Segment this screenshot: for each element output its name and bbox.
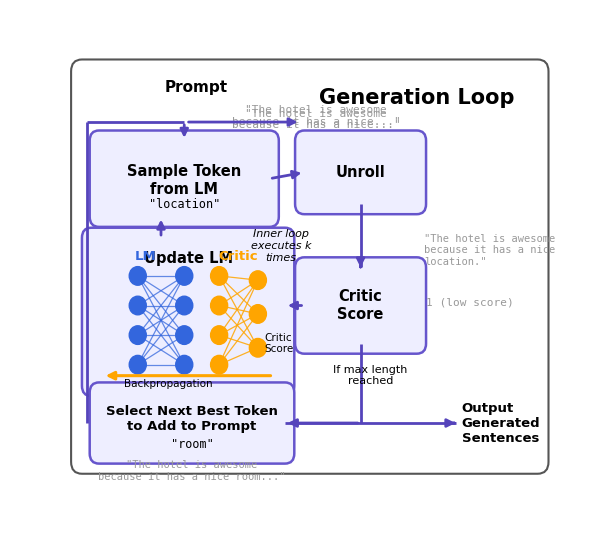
Circle shape [211,356,228,374]
Text: "The hotel is awesome
because it has a nice...": "The hotel is awesome because it has a n… [231,105,401,127]
Text: 1 (low score): 1 (low score) [426,298,514,308]
Text: "room": "room" [171,438,213,451]
Circle shape [176,326,193,344]
Text: "The hotel is awesome
because it has a nice room...": "The hotel is awesome because it has a n… [98,460,286,482]
Text: Critic
Score: Critic Score [264,332,293,355]
Text: "The hotel is awesome
because it has a nice...": "The hotel is awesome because it has a n… [231,109,401,130]
FancyBboxPatch shape [90,131,279,227]
Text: Output
Generated
Sentences: Output Generated Sentences [462,401,541,444]
Text: Inner loop
executes k
times: Inner loop executes k times [251,229,311,263]
Text: If max length
reached: If max length reached [333,365,407,386]
Text: "location": "location" [148,198,220,211]
FancyBboxPatch shape [71,60,548,474]
Circle shape [211,326,228,344]
Circle shape [129,326,146,344]
Circle shape [249,338,267,357]
Text: "The hotel is awesome
because it has a nice
location.": "The hotel is awesome because it has a n… [424,233,556,267]
Text: Sample Token
from LM: Sample Token from LM [127,164,241,197]
Text: LM: LM [135,250,156,263]
Text: Prompt: Prompt [164,80,227,95]
Circle shape [176,356,193,374]
Circle shape [211,296,228,315]
Text: Generation Loop: Generation Loop [319,88,514,108]
FancyBboxPatch shape [90,383,295,464]
Circle shape [249,305,267,323]
Circle shape [129,296,146,315]
Text: Unroll: Unroll [336,165,385,180]
FancyBboxPatch shape [295,131,426,214]
Circle shape [176,267,193,285]
Circle shape [129,356,146,374]
FancyBboxPatch shape [82,228,295,396]
Text: Update LM: Update LM [144,251,233,266]
Text: Critic
Score: Critic Score [338,289,384,322]
Circle shape [176,296,193,315]
FancyBboxPatch shape [295,257,426,353]
Circle shape [211,267,228,285]
Circle shape [249,271,267,289]
Circle shape [129,267,146,285]
Text: Select Next Best Token
to Add to Prompt: Select Next Best Token to Add to Prompt [106,405,278,433]
Text: Backpropagation: Backpropagation [124,379,213,389]
Text: Critic: Critic [219,250,258,263]
